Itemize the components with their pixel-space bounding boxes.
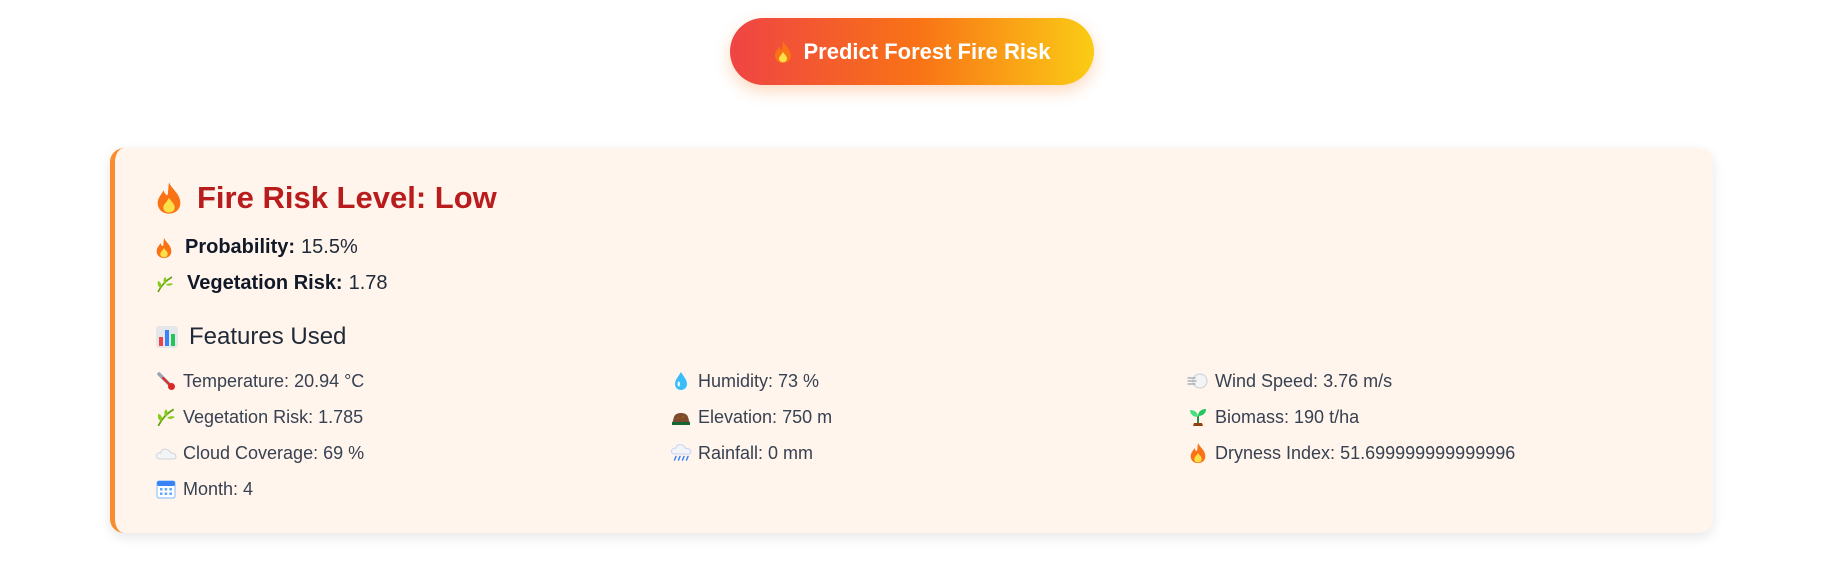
probability-value: 15.5% bbox=[301, 236, 358, 258]
feature-name: Elevation: bbox=[698, 406, 778, 427]
risk-level-heading: Fire Risk Level: Low bbox=[155, 180, 497, 216]
predict-fire-risk-button[interactable]: Predict Forest Fire Risk bbox=[730, 18, 1094, 85]
feature-rainfall: Rainfall: 0 mm bbox=[670, 442, 813, 464]
feature-name: Rainfall: bbox=[698, 442, 764, 463]
probability-row: Probability: 15.5% bbox=[155, 236, 358, 259]
feature-value: 51.699999999999996 bbox=[1340, 442, 1516, 463]
risk-level-text: Fire Risk Level: Low bbox=[197, 180, 497, 215]
predict-button-label: Predict Forest Fire Risk bbox=[803, 38, 1051, 64]
flame-icon bbox=[1187, 442, 1209, 464]
flame-icon bbox=[155, 237, 173, 259]
feature-name: Temperature: bbox=[183, 370, 290, 391]
feature-name: Biomass: bbox=[1215, 406, 1290, 427]
droplet-icon bbox=[670, 370, 692, 392]
feature-humidity: Humidity: 73 % bbox=[670, 370, 819, 392]
seedling-icon bbox=[1187, 406, 1209, 428]
feature-value: 750 m bbox=[782, 406, 833, 427]
feature-value: 73 % bbox=[778, 370, 820, 391]
feature-name: Humidity: bbox=[698, 370, 774, 391]
vegetation-risk-row: Vegetation Risk: 1.78 bbox=[155, 272, 388, 295]
bar-chart-icon bbox=[155, 325, 179, 349]
feature-wind-speed: Wind Speed: 3.76 m/s bbox=[1187, 370, 1392, 392]
flame-icon bbox=[774, 40, 792, 64]
features-used-text: Features Used bbox=[189, 323, 347, 350]
vegetation-risk-value: 1.78 bbox=[348, 272, 388, 294]
feature-value: 3.76 m/s bbox=[1323, 370, 1393, 391]
feature-name: Month: bbox=[183, 478, 239, 499]
calendar-icon bbox=[155, 478, 177, 500]
feature-biomass: Biomass: 190 t/ha bbox=[1187, 406, 1359, 428]
feature-value: 4 bbox=[243, 478, 254, 499]
feature-value: 190 t/ha bbox=[1294, 406, 1360, 427]
cloud-icon bbox=[155, 442, 177, 464]
feature-elevation: Elevation: 750 m bbox=[670, 406, 832, 428]
feature-name: Wind Speed: bbox=[1215, 370, 1319, 391]
soil-icon bbox=[670, 406, 692, 428]
feature-value: 0 mm bbox=[768, 442, 814, 463]
vegetation-risk-label: Vegetation Risk: bbox=[187, 272, 343, 294]
feature-name: Vegetation Risk: bbox=[183, 406, 314, 427]
feature-month: Month: 4 bbox=[155, 478, 253, 500]
leaf-icon bbox=[155, 274, 175, 294]
result-card: Fire Risk Level: Low Probability: 15.5% bbox=[110, 148, 1713, 533]
feature-value: 20.94 °C bbox=[294, 370, 365, 391]
probability-label: Probability: bbox=[185, 236, 296, 258]
feature-name: Dryness Index: bbox=[1215, 442, 1336, 463]
feature-dryness-index: Dryness Index: 51.699999999999996 bbox=[1187, 442, 1515, 464]
features-used-heading: Features Used bbox=[155, 323, 346, 351]
flame-icon bbox=[155, 181, 183, 215]
thermometer-icon bbox=[155, 370, 177, 392]
wind-icon bbox=[1187, 370, 1209, 392]
feature-cloud-coverage: Cloud Coverage: 69 % bbox=[155, 442, 364, 464]
feature-value: 1.785 bbox=[318, 406, 364, 427]
feature-value: 69 % bbox=[323, 442, 365, 463]
feature-vegetation-risk: Vegetation Risk: 1.785 bbox=[155, 406, 363, 428]
leaf-icon bbox=[155, 406, 177, 428]
feature-name: Cloud Coverage: bbox=[183, 442, 319, 463]
feature-temperature: Temperature: 20.94 °C bbox=[155, 370, 364, 392]
rain-cloud-icon bbox=[670, 442, 692, 464]
